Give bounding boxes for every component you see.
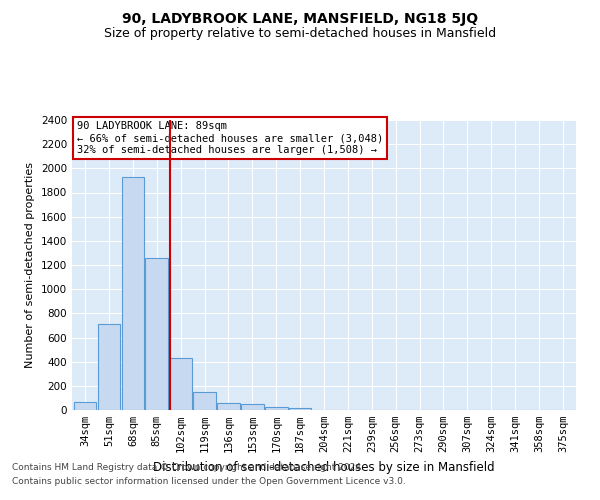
Text: Contains HM Land Registry data © Crown copyright and database right 2024.: Contains HM Land Registry data © Crown c… xyxy=(12,464,364,472)
X-axis label: Distribution of semi-detached houses by size in Mansfield: Distribution of semi-detached houses by … xyxy=(153,460,495,473)
Bar xyxy=(74,402,97,410)
Bar xyxy=(193,392,216,410)
Bar xyxy=(289,408,311,410)
Text: Contains public sector information licensed under the Open Government Licence v3: Contains public sector information licen… xyxy=(12,477,406,486)
Y-axis label: Number of semi-detached properties: Number of semi-detached properties xyxy=(25,162,35,368)
Text: 90 LADYBROOK LANE: 89sqm
← 66% of semi-detached houses are smaller (3,048)
32% o: 90 LADYBROOK LANE: 89sqm ← 66% of semi-d… xyxy=(77,122,383,154)
Bar xyxy=(241,404,263,410)
Bar xyxy=(122,177,144,410)
Bar xyxy=(217,403,240,410)
Bar xyxy=(145,258,168,410)
Text: Size of property relative to semi-detached houses in Mansfield: Size of property relative to semi-detach… xyxy=(104,28,496,40)
Text: 90, LADYBROOK LANE, MANSFIELD, NG18 5JQ: 90, LADYBROOK LANE, MANSFIELD, NG18 5JQ xyxy=(122,12,478,26)
Bar xyxy=(265,407,287,410)
Bar xyxy=(98,324,121,410)
Bar xyxy=(169,358,192,410)
